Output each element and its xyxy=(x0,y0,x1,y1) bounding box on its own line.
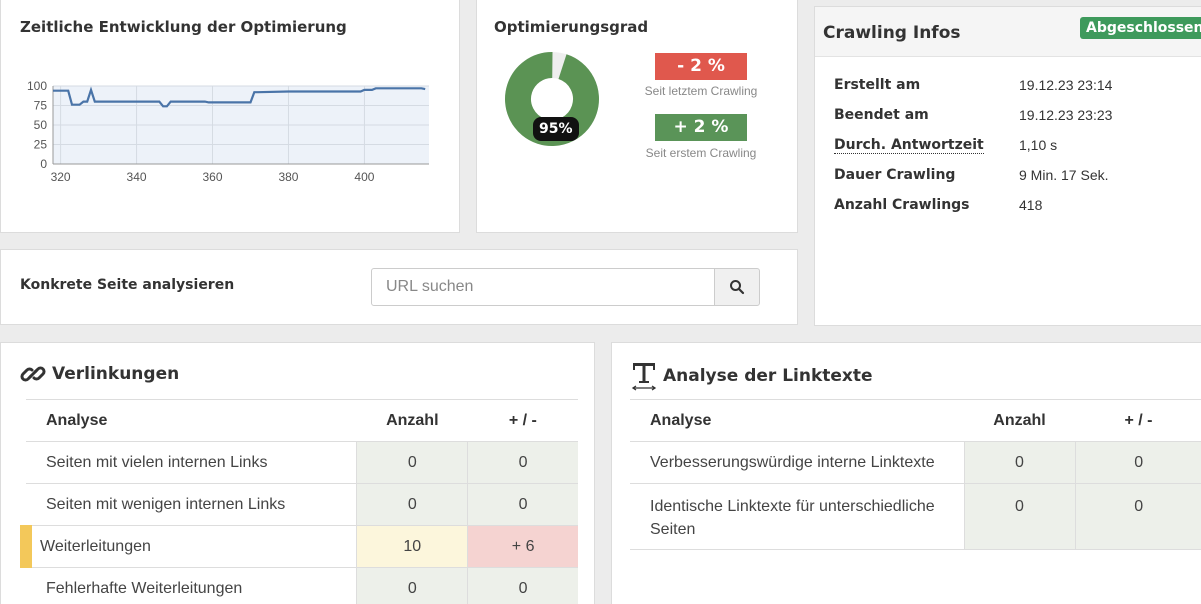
row-count: 0 xyxy=(963,441,1075,484)
linktexts-card-header: Analyse der Linktexte xyxy=(631,361,873,391)
info-card-title: Crawling Infos xyxy=(823,23,961,43)
column-header: + / - xyxy=(467,399,578,442)
row-delta: 0 xyxy=(467,483,578,526)
search-button[interactable] xyxy=(714,268,760,306)
info-key-abbreviation[interactable]: Durch. Antwortzeit xyxy=(834,137,1014,154)
info-value: 19.12.23 23:23 xyxy=(1019,107,1113,123)
y-tick-label: 100 xyxy=(27,79,47,93)
status-badge: Abgeschlossen xyxy=(1080,17,1201,39)
crawling-info-card: Crawling Infos Abgeschlossen Erstellt am… xyxy=(814,6,1201,326)
table-header-row: Analyse Anzahl + / - xyxy=(26,399,578,442)
info-key: Anzahl Crawlings xyxy=(834,197,970,213)
info-key: Dauer Crawling xyxy=(834,167,956,183)
optimization-line-chart: 100 75 50 25 0 320 340 360 380 400 xyxy=(27,79,429,184)
chart-card-title: Zeitliche Entwicklung der Optimierung xyxy=(20,18,347,36)
y-tick-label: 25 xyxy=(34,138,48,152)
links-card-header: Verlinkungen xyxy=(20,361,179,387)
column-header: Analyse xyxy=(630,399,964,442)
row-delta: + 6 xyxy=(467,525,578,568)
y-tick-label: 0 xyxy=(40,157,47,171)
info-value: 9 Min. 17 Sek. xyxy=(1019,167,1109,183)
linktexts-card-title: Analyse der Linktexte xyxy=(663,366,873,386)
row-label: Weiterleitungen xyxy=(20,525,357,568)
search-icon xyxy=(730,280,745,295)
series-line xyxy=(53,86,426,108)
page-search-card: Konkrete Seite analysieren xyxy=(0,249,798,325)
info-value: 19.12.23 23:14 xyxy=(1019,77,1113,93)
row-delta: 0 xyxy=(1074,483,1201,550)
row-label: Seiten mit vielen internen Links xyxy=(26,441,357,484)
x-tick-label: 340 xyxy=(127,170,147,184)
links-table: Analyse Anzahl + / - Seiten mit vielen i… xyxy=(20,399,578,604)
column-header: Analyse xyxy=(26,399,357,442)
row-label: Verbesserungswürdige interne Linktexte xyxy=(630,441,964,484)
abbreviation[interactable]: Durch. Antwortzeit xyxy=(834,137,984,154)
row-delta: 0 xyxy=(467,567,578,604)
column-header: Anzahl xyxy=(356,399,468,442)
x-tick-label: 320 xyxy=(51,170,71,184)
row-label: Identische Linktexte für unterschiedlich… xyxy=(630,483,964,550)
link-icon xyxy=(20,366,46,382)
delta-first-badge: + 2 % xyxy=(655,114,747,141)
x-tick-label: 380 xyxy=(278,170,298,184)
row-count: 0 xyxy=(356,441,468,484)
optimization-chart-card: Zeitliche Entwicklung der Optimierung 10… xyxy=(0,0,460,233)
table-row[interactable]: Seiten mit vielen internen Links 0 0 xyxy=(26,441,578,484)
x-tick-label: 360 xyxy=(202,170,222,184)
links-card-title: Verlinkungen xyxy=(52,364,180,384)
y-tick-label: 50 xyxy=(34,118,48,132)
row-count: 0 xyxy=(356,483,468,526)
row-count: 0 xyxy=(356,567,468,604)
delta-last-badge: - 2 % xyxy=(655,53,747,80)
table-end-row xyxy=(630,549,1201,551)
info-card-header: Crawling Infos Abgeschlossen xyxy=(815,7,1201,57)
url-search-input[interactable] xyxy=(371,268,715,306)
links-card: Verlinkungen Analyse Anzahl + / - Seiten… xyxy=(0,342,595,604)
table-row[interactable]: Seiten mit wenigen internen Links 0 0 xyxy=(26,483,578,526)
row-delta: 0 xyxy=(1074,441,1201,484)
table-row[interactable]: Fehlerhafte Weiterleitungen 0 0 xyxy=(26,567,578,604)
info-value: 418 xyxy=(1019,197,1043,213)
row-label: Seiten mit wenigen internen Links xyxy=(26,483,357,526)
search-label: Konkrete Seite analysieren xyxy=(20,277,235,293)
row-count: 10 xyxy=(356,525,468,568)
info-key: Erstellt am xyxy=(834,77,921,93)
delta-last-caption: Seit letztem Crawling xyxy=(644,84,758,98)
linktexts-table: Analyse Anzahl + / - Verbesserungswürdig… xyxy=(630,399,1201,551)
opt-card-title: Optimierungsgrad xyxy=(494,18,649,36)
table-row[interactable]: Verbesserungswürdige interne Linktexte 0… xyxy=(630,441,1201,484)
linktexts-card: Analyse der Linktexte Analyse Anzahl + /… xyxy=(611,342,1201,604)
y-tick-label: 75 xyxy=(34,99,48,113)
info-key: Beendet am xyxy=(834,107,929,123)
row-label: Fehlerhafte Weiterleitungen xyxy=(26,567,357,604)
table-row[interactable]: Identische Linktexte für unterschiedlich… xyxy=(630,483,1201,550)
optimization-percent: 95% xyxy=(533,117,579,141)
table-header-row: Analyse Anzahl + / - xyxy=(630,399,1201,442)
table-row-warning[interactable]: Weiterleitungen 10 + 6 xyxy=(20,525,578,568)
delta-first-caption: Seit erstem Crawling xyxy=(645,146,757,160)
row-delta: 0 xyxy=(467,441,578,484)
optimization-degree-card: Optimierungsgrad 95% - 2 % Seit letztem … xyxy=(476,0,798,233)
row-count: 0 xyxy=(963,483,1075,550)
x-tick-label: 400 xyxy=(354,170,374,184)
text-icon xyxy=(631,363,657,391)
column-header: Anzahl xyxy=(964,399,1075,442)
column-header: + / - xyxy=(1075,399,1201,442)
info-value: 1,10 s xyxy=(1019,137,1058,153)
